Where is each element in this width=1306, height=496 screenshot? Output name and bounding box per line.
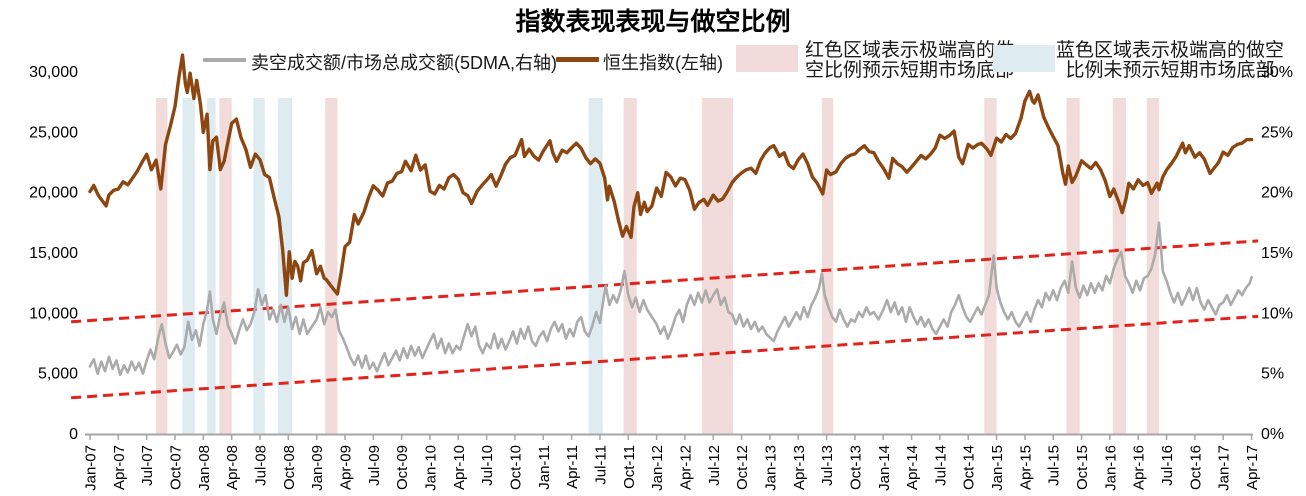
x-axis-label: Jan-09 [309, 445, 326, 491]
left-axis-label: 15,000 [29, 245, 78, 262]
short-ratio-line [88, 221, 1253, 377]
highlight-band-red [984, 98, 997, 434]
right-axis-label: 20% [1261, 185, 1293, 202]
x-axis-label: Jan-07 [83, 445, 100, 491]
x-axis-label: Apr-11 [564, 445, 581, 489]
legend-swatch-red-zone [736, 45, 798, 72]
x-axis-label: Oct-08 [281, 445, 298, 490]
x-axis-label: Jan-13 [762, 445, 779, 491]
legend-blue-zone-line1: 蓝色区域表示极端高的做空 [1056, 40, 1285, 61]
x-axis-label: Oct-11 [621, 445, 638, 489]
left-axis-label: 10,000 [29, 305, 78, 322]
x-axis-label: Apr-07 [111, 445, 128, 490]
right-axis-label: 30% [1261, 64, 1293, 81]
x-axis-label: Jan-17 [1216, 445, 1233, 491]
legend-line-short-ratio [203, 58, 246, 62]
legend-label-blue-zone: 蓝色区域表示极端高的做空 比例未预示短期市场底部 [1056, 41, 1284, 81]
x-axis-label: Apr-08 [224, 445, 241, 490]
right-axis-label: 0% [1261, 426, 1284, 443]
highlight-band-blue [207, 98, 216, 434]
trendline-upper [71, 239, 1259, 324]
x-axis-label: Jul-15 [1046, 445, 1063, 486]
x-axis-label: Apr-12 [677, 445, 694, 490]
highlight-band-red [821, 98, 834, 434]
highlight-band-blue [253, 98, 265, 434]
x-axis-label: Apr-14 [904, 445, 921, 490]
x-axis-label: Jul-07 [139, 445, 156, 486]
x-axis-label: Apr-10 [451, 445, 468, 490]
x-axis-label: Oct-14 [961, 445, 978, 490]
highlight-band-blue [182, 98, 195, 434]
highlight-band-red [325, 98, 338, 434]
x-axis-label: Oct-16 [1187, 445, 1204, 490]
x-axis-label: Jan-10 [422, 445, 439, 491]
x-axis-label: Apr-16 [1131, 445, 1148, 490]
x-axis-label: Jan-14 [876, 445, 893, 491]
x-axis-label: Apr-09 [337, 445, 354, 490]
highlight-band-red [623, 98, 637, 434]
left-axis-label: 5,000 [38, 366, 78, 383]
x-axis-label: Jul-08 [252, 445, 269, 486]
x-axis-label: Oct-07 [167, 445, 184, 490]
left-axis-label: 30,000 [29, 64, 78, 81]
x-axis-label: Jul-12 [706, 445, 723, 486]
x-axis-label: Jan-11 [536, 445, 553, 490]
right-axis-label: 5% [1261, 366, 1284, 383]
x-axis-label: Oct-09 [394, 445, 411, 490]
left-axis-label: 0 [69, 426, 78, 443]
x-axis-label: Jul-14 [932, 445, 949, 486]
x-axis-label: Oct-13 [847, 445, 864, 490]
x-axis-label: Jan-12 [649, 445, 666, 491]
highlight-band-red [219, 98, 232, 434]
legend-label-short-ratio: 卖空成交额/市场总成交额(5DMA,右轴) [251, 53, 557, 73]
legend-red-zone-line1: 红色区域表示极端高的做 [805, 40, 1015, 61]
trendline-lower [71, 314, 1259, 400]
legend-red-zone-line2: 空比例预示短期市场底部 [805, 60, 1015, 81]
right-axis-label: 10% [1261, 305, 1293, 322]
x-axis-label: Jul-13 [819, 445, 836, 486]
x-axis-label: Jan-16 [1102, 445, 1119, 491]
highlight-band-red [156, 98, 168, 434]
legend-label-hsi: 恒生指数(左轴) [603, 53, 723, 73]
x-axis-label: Jul-16 [1159, 445, 1176, 486]
highlight-band-red [701, 98, 734, 434]
right-axis-label: 25% [1261, 124, 1293, 141]
x-axis-label: Jan-15 [989, 445, 1006, 491]
x-axis-label: Jul-09 [366, 445, 383, 486]
legend-swatch-blue-zone [993, 45, 1055, 72]
left-axis-label: 25,000 [29, 124, 78, 141]
x-axis-label: Apr-17 [1244, 445, 1261, 490]
hsi-line [88, 53, 1254, 297]
chart-title: 指数表现表现与做空比例 [515, 8, 791, 36]
x-axis-label: Oct-10 [507, 445, 524, 490]
legend-blue-zone-line2: 比例未预示短期市场底部 [1065, 60, 1275, 81]
x-axis-label: Jul-11 [592, 445, 609, 485]
x-axis-label: Oct-15 [1074, 445, 1091, 490]
legend-label-red-zone: 红色区域表示极端高的做 空比例预示短期市场底部 [805, 41, 1014, 81]
x-axis-label: Oct-12 [734, 445, 751, 490]
x-axis-label: Apr-15 [1017, 445, 1034, 490]
right-axis-label: 15% [1261, 245, 1293, 262]
legend-line-hsi [556, 57, 599, 62]
highlight-band-red [1112, 98, 1126, 434]
x-axis-label: Jul-10 [479, 445, 496, 486]
x-axis-label: Apr-13 [791, 445, 808, 490]
highlight-band-blue [588, 98, 603, 434]
left-axis-label: 20,000 [29, 185, 78, 202]
x-axis-label: Jan-08 [196, 445, 213, 491]
